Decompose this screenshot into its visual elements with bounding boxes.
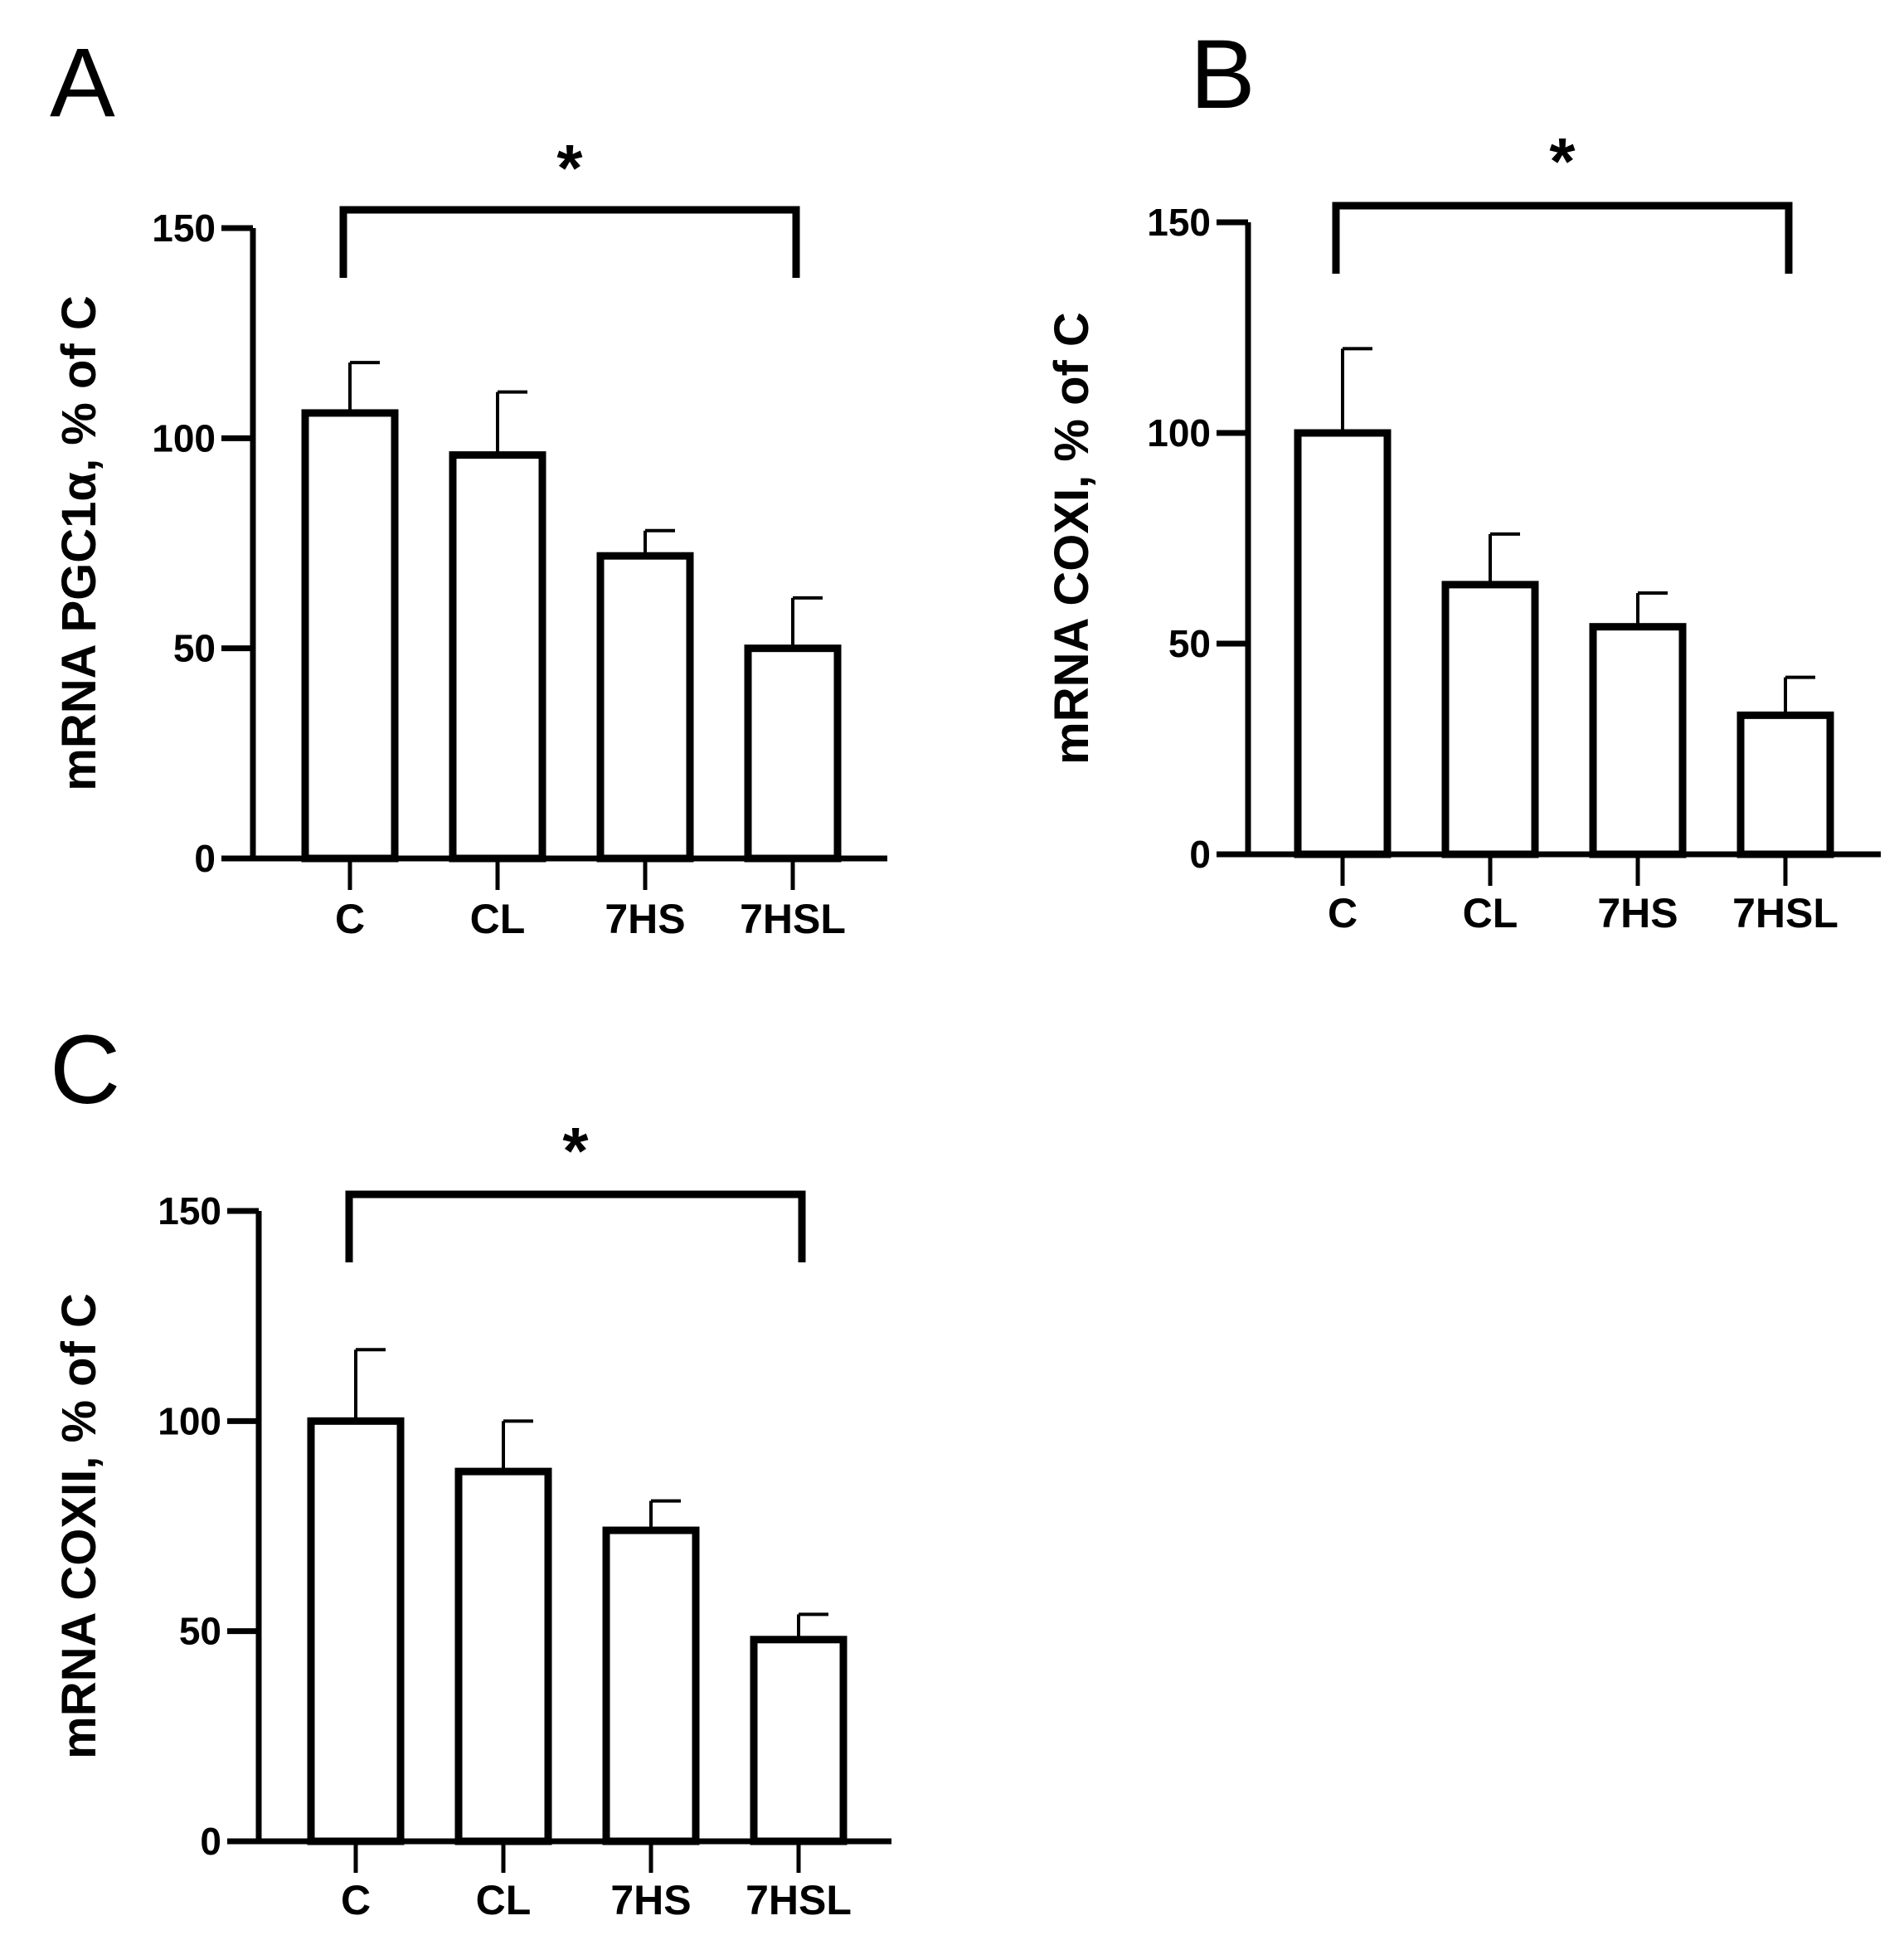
y-tick-label: 0 — [194, 837, 216, 880]
bar-7hs — [602, 1526, 700, 1845]
y-tick-label: 50 — [173, 627, 216, 670]
y-axis-label: mRNA COXI, % of C — [1045, 312, 1099, 765]
x-tick-label-7hs: 7HS — [610, 1877, 691, 1923]
x-tick-label-7hsl: 7HSL — [746, 1877, 852, 1923]
panel-letter: B — [1190, 20, 1256, 129]
chart-panel-a: A 0 50 100 150 mRNA PGC1α, % of C C CL 7HS 7HSL * — [50, 28, 887, 942]
x-tick-label-c: C — [335, 896, 365, 942]
x-tick-label-cl: CL — [1463, 890, 1518, 936]
x-tick-label-7hs: 7HS — [605, 896, 685, 942]
panel-letter: A — [50, 28, 115, 138]
y-tick-label: 150 — [158, 1189, 221, 1233]
x-tick-label-cl: CL — [476, 1877, 532, 1923]
bar-7hs — [1589, 623, 1687, 858]
chart-panel-c: C 0 50 100 150 mRNA COXII, % of C C CL 7HS 7HSL * — [50, 1015, 891, 1923]
bar-cl — [1441, 581, 1539, 858]
significance-bracket — [339, 206, 800, 278]
significance-marker: * — [562, 1114, 589, 1188]
significance-marker: * — [556, 131, 583, 205]
chart-panel-b: B 0 50 100 150 mRNA COXI, % of C C CL 7HS 7HSL * — [1045, 20, 1881, 936]
x-tick-label-7hsl: 7HSL — [740, 896, 846, 942]
x-tick-label-7hsl: 7HSL — [1732, 890, 1838, 936]
y-tick-label: 100 — [1147, 411, 1211, 455]
y-tick-label: 0 — [200, 1820, 221, 1863]
x-tick-label-7hs: 7HS — [1597, 890, 1678, 936]
x-tick-label-cl: CL — [470, 896, 526, 942]
y-tick-label: 150 — [1147, 201, 1211, 244]
bar-cl — [454, 1467, 552, 1845]
y-tick-label: 0 — [1189, 833, 1211, 876]
y-tick-label: 50 — [179, 1610, 221, 1653]
significance-bracket — [345, 1190, 806, 1262]
y-tick-label: 50 — [1168, 622, 1211, 665]
bar-cl — [449, 451, 546, 863]
bar-c — [307, 1417, 405, 1845]
y-axis-label: mRNA COXII, % of C — [52, 1293, 106, 1759]
panel-letter: C — [50, 1015, 120, 1125]
significance-bracket — [1332, 202, 1793, 274]
significance-marker: * — [1549, 124, 1576, 198]
bar-c — [1294, 429, 1392, 858]
y-tick-label: 100 — [158, 1399, 221, 1442]
y-axis-label: mRNA PGC1α, % of C — [52, 295, 106, 790]
bar-7hsl — [1736, 711, 1834, 858]
x-tick-label-c: C — [1328, 890, 1358, 936]
bar-7hsl — [750, 1636, 848, 1845]
bar-7hsl — [744, 644, 842, 863]
y-tick-label: 150 — [152, 207, 216, 250]
bar-7hs — [596, 552, 694, 863]
y-tick-label: 100 — [152, 416, 216, 459]
bar-c — [301, 409, 399, 863]
x-tick-label-c: C — [341, 1877, 371, 1923]
